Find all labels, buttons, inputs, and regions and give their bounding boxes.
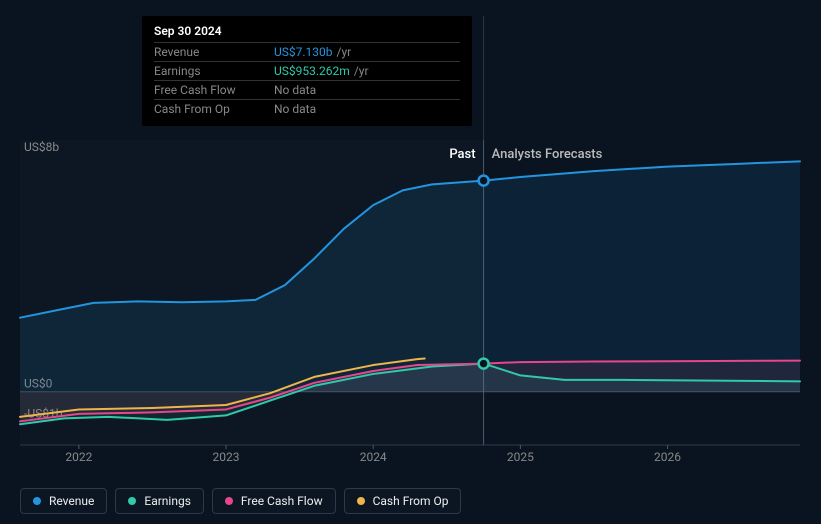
tooltip-row: Cash From OpNo data [154, 99, 460, 118]
chart-tooltip: Sep 30 2024 RevenueUS$7.130b/yrEarningsU… [142, 16, 472, 126]
past-region-label: Past [449, 147, 475, 162]
legend-item-label: Earnings [144, 494, 191, 508]
x-axis-tick-label: 2022 [65, 450, 92, 464]
tooltip-row-value: US$953.262m [274, 64, 350, 78]
tooltip-row-unit: /yr [337, 45, 352, 59]
tooltip-row-label: Free Cash Flow [154, 83, 274, 97]
tooltip-row: Free Cash FlowNo data [154, 80, 460, 99]
tooltip-row-label: Cash From Op [154, 102, 274, 116]
chart-legend: Revenue Earnings Free Cash Flow Cash From O… [20, 488, 461, 514]
legend-dot-icon [357, 497, 365, 505]
x-axis-tick-label: 2024 [360, 450, 387, 464]
legend-dot-icon [33, 497, 41, 505]
legend-dot-icon [225, 497, 233, 505]
legend-item-label: Cash From Op [373, 494, 449, 508]
forecast-region-label: Analysts Forecasts [492, 147, 603, 162]
tooltip-row-value: US$7.130b [274, 45, 333, 59]
chart-container: PastAnalysts Forecasts-US$1bUS$0US$8b202… [0, 0, 821, 524]
legend-item-revenue[interactable]: Revenue [20, 488, 107, 514]
legend-item-free-cash-flow[interactable]: Free Cash Flow [212, 488, 336, 514]
series-marker [479, 176, 489, 186]
tooltip-row-unit: /yr [354, 64, 369, 78]
tooltip-row-label: Earnings [154, 64, 274, 78]
tooltip-row-value: No data [274, 102, 316, 116]
tooltip-date: Sep 30 2024 [154, 24, 460, 38]
tooltip-row-value: No data [274, 83, 316, 97]
legend-item-label: Revenue [49, 494, 94, 508]
series-marker [479, 359, 489, 369]
tooltip-row: RevenueUS$7.130b/yr [154, 42, 460, 61]
x-axis-tick-label: 2026 [654, 450, 681, 464]
legend-item-label: Free Cash Flow [241, 494, 323, 508]
legend-item-cash-from-op[interactable]: Cash From Op [344, 488, 462, 514]
legend-item-earnings[interactable]: Earnings [115, 488, 204, 514]
x-axis-tick-label: 2023 [213, 450, 240, 464]
legend-dot-icon [128, 497, 136, 505]
tooltip-row: EarningsUS$953.262m/yr [154, 61, 460, 80]
y-axis-tick-label: US$8b [24, 140, 59, 154]
x-axis-tick-label: 2025 [507, 450, 534, 464]
tooltip-row-label: Revenue [154, 45, 274, 59]
